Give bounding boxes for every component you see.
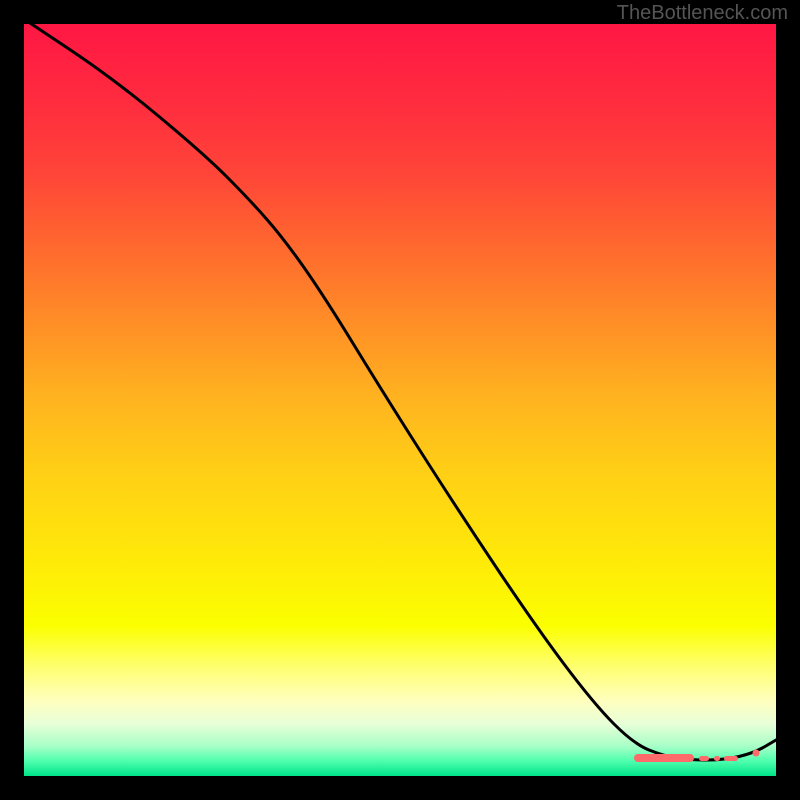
range-marker-dash: [699, 756, 709, 761]
bottleneck-curve: [24, 24, 776, 760]
watermark-text: TheBottleneck.com: [617, 2, 788, 25]
plot-area: [24, 24, 776, 776]
range-marker-pill: [634, 754, 694, 762]
curve-layer: [24, 24, 776, 776]
range-marker-dash: [714, 756, 720, 761]
range-marker-dash: [724, 756, 738, 761]
range-marker-dot: [753, 750, 760, 757]
